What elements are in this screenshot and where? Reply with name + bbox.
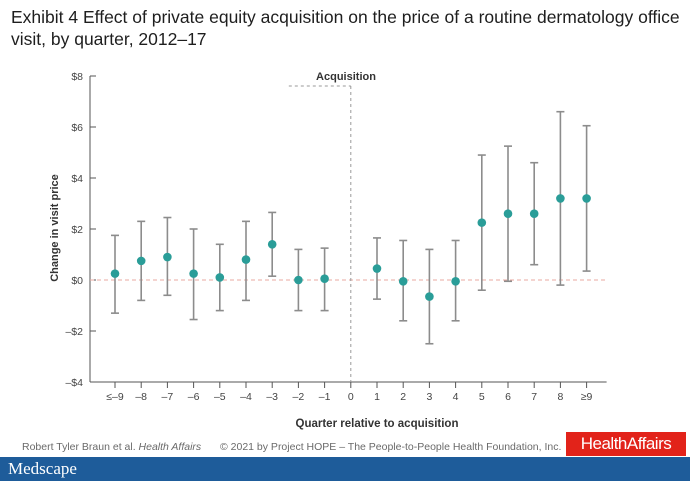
x-tick-label: ≤–9 [106,391,124,403]
data-point [136,256,146,266]
data-point [241,255,251,264]
x-axis-label: Quarter relative to acquisition [296,418,459,430]
footer: Robert Tyler Braun et al. Health Affairs… [0,432,690,456]
x-tick-label: 1 [374,391,380,403]
y-axis-label: Change in visit price [49,174,61,282]
x-tick-label: –4 [240,391,252,403]
y-tick-label: $4 [71,173,83,185]
data-point [110,269,120,278]
y-tick-label: –$2 [65,326,83,338]
x-tick-label: 7 [531,391,537,403]
x-tick-label: 0 [348,391,354,403]
y-tick-label: –$4 [65,377,83,389]
health-affairs-logo: HealthAffairs [566,432,686,456]
x-axis: ≤–9 –8 –7 –6 –5 –4 –3 –2 –1 0 1 2 3 4 5 6 7 8 ≥9 [90,85,607,403]
chart-area: –$4 –$2 $0 $2 $4 $6 $8 ≤–9 –8 –7 –6 –5 –4 –3 –2 –1 0 1 2 3… [49,71,607,430]
x-tick-label: –1 [319,391,331,403]
acquisition-annotation: Acquisition [316,71,376,83]
data-point [320,274,329,284]
chart-marks [110,110,591,345]
data-point [398,276,408,286]
data-point [503,209,513,218]
x-tick-label: 8 [557,391,563,403]
medscape-bar: Medscape [0,457,690,481]
data-point [582,194,591,203]
y-axis: –$4 –$2 $0 $2 $4 $6 $8 [65,71,96,389]
credit-journal: Health Affairs [138,441,202,453]
data-point [215,273,225,282]
x-tick-label: –7 [162,391,174,403]
x-tick-label: –8 [135,391,147,403]
x-tick-label: 2 [400,391,406,403]
y-tick-label: $8 [71,71,83,83]
y-tick-label: $2 [71,224,83,236]
x-tick-label: –3 [266,391,278,403]
y-tick-label: $0 [71,275,83,287]
data-point [294,275,303,285]
x-tick-label: 4 [453,391,459,403]
data-point [451,276,460,286]
source-credit: Robert Tyler Braun et al. Health Affairs [22,441,201,453]
x-tick-label: ≥9 [581,391,593,403]
data-point [267,240,277,249]
x-tick-label: –5 [214,391,226,403]
copyright-notice: © 2021 by Project HOPE – The People-to-P… [220,441,562,453]
x-tick-label: 6 [505,391,511,403]
x-tick-label: 5 [479,391,485,403]
y-tick-label: $6 [71,122,83,134]
x-tick-label: –2 [293,391,305,403]
data-point [189,269,198,278]
data-point [425,292,434,301]
x-tick-label: 3 [426,391,432,403]
data-point [529,209,539,218]
data-point [556,194,565,203]
data-point [372,264,382,273]
chart-title: Exhibit 4 Effect of private equity acqui… [11,7,680,49]
data-point [163,252,172,262]
data-point [477,218,487,227]
medscape-logo: Medscape [8,459,77,478]
x-tick-label: –6 [188,391,200,403]
credit-author: Robert Tyler Braun et al. [22,441,136,453]
